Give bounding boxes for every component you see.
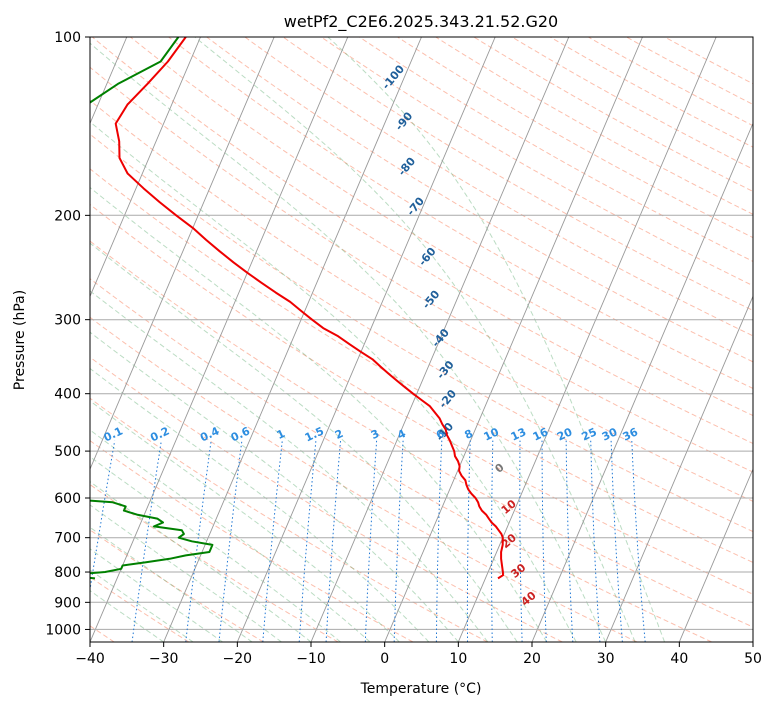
mixing-ratio-line [218, 440, 243, 642]
isotherm-line [678, 467, 753, 642]
plot-frame [89, 36, 754, 643]
mixing-ratio-line [90, 440, 116, 593]
moist-adiabat-line [90, 186, 548, 642]
isotherm-line [90, 37, 201, 298]
y-tick-label: 600 [54, 491, 81, 507]
moist-adiabat-line [90, 429, 371, 642]
y-tick-label: 900 [54, 595, 81, 611]
mixing-ratio-line [519, 440, 523, 642]
moist-adiabat-line [194, 37, 636, 642]
x-tick-label: −40 [75, 651, 105, 667]
dry-adiabat-line [206, 37, 753, 363]
x-tick-label: 0 [380, 651, 389, 667]
mixing-ratio-line [631, 440, 646, 642]
mixing-ratio-label: 16 [531, 425, 551, 443]
mixing-ratio-label: 30 [600, 425, 620, 443]
mixing-ratio-label: 13 [509, 425, 528, 443]
mixing-ratio-label: 10 [482, 425, 502, 443]
temperature-profile-line [114, 37, 504, 580]
isotherm-line [605, 295, 753, 642]
x-tick-label: −20 [223, 651, 253, 667]
isotherm-line [531, 122, 753, 642]
y-tick-label: 500 [54, 444, 81, 460]
mixing-ratio-label: 20 [555, 425, 575, 443]
mixing-ratio-line [590, 440, 601, 642]
isotherm-line [90, 37, 349, 642]
isotherm-line [457, 37, 717, 642]
moist-adiabat-line [90, 456, 341, 642]
mixing-ratio-line [491, 440, 494, 642]
dry-adiabat-line [511, 37, 753, 170]
x-tick-label: −30 [149, 651, 179, 667]
y-tick-label: 300 [54, 313, 81, 329]
y-tick-label: 100 [54, 30, 81, 46]
moist-adiabat-line [90, 121, 577, 642]
dry-adiabat-line [90, 240, 753, 628]
mixing-ratio-line [393, 440, 404, 642]
dry-adiabat-line [244, 37, 753, 337]
dewpoint-profile-line [90, 37, 214, 580]
moist-adiabat-line [327, 37, 666, 642]
mixing-ratio-line [325, 440, 342, 642]
dry-adiabat-line [90, 440, 414, 642]
isotherm-line [310, 37, 570, 642]
moist-adiabat-line [90, 548, 223, 642]
dry-adiabat-line [90, 483, 339, 642]
x-tick-label: 20 [523, 651, 541, 667]
y-tick-label: 700 [54, 531, 81, 547]
y-axis-label: Pressure (hPa) [12, 290, 28, 390]
y-tick-label: 200 [54, 208, 81, 224]
dry-adiabat-line [90, 133, 753, 533]
mixing-ratio-line [298, 440, 317, 642]
chart-title: wetPf2_C2E6.2025.343.21.52.G20 [284, 12, 558, 32]
x-tick-label: −10 [296, 651, 326, 667]
isotherm-line [236, 37, 496, 642]
y-tick-label: 400 [54, 387, 81, 403]
mixing-ratio-line [466, 440, 471, 642]
moist-adiabat-line [90, 242, 518, 642]
x-axis-label: Temperature (°C) [360, 681, 482, 697]
dry-adiabat-line [130, 37, 753, 417]
mixing-ratio-line [610, 440, 623, 642]
dry-adiabat-line [90, 203, 753, 595]
mixing-ratio-line [565, 440, 574, 642]
dry-adiabat-line [359, 37, 753, 262]
x-tick-label: 30 [597, 651, 615, 667]
y-tick-label: 1000 [45, 622, 81, 638]
mixing-ratio-label: 25 [580, 425, 599, 443]
mixing-ratio-line [435, 440, 443, 642]
isotherm-line [163, 37, 422, 642]
moist-adiabat-line [90, 481, 312, 642]
isotherm-line [384, 37, 643, 642]
mixing-ratio-line [185, 440, 212, 642]
moist-adiabat-line [90, 504, 282, 642]
x-tick-label: 40 [670, 651, 688, 667]
x-tick-label: 50 [744, 651, 762, 667]
dry-adiabat-line [320, 37, 753, 287]
moist-adiabat-line [90, 400, 400, 642]
moist-adiabat-line [90, 367, 430, 642]
isotherm-line [90, 37, 275, 471]
dry-adiabat-line [473, 37, 753, 193]
dry-adiabat-line [90, 66, 753, 473]
mixing-ratio-label: 36 [621, 425, 641, 443]
y-tick-label: 800 [54, 565, 81, 581]
x-tick-label: 10 [449, 651, 467, 667]
mixing-ratio-line [262, 440, 283, 642]
dry-adiabat-line [90, 168, 753, 563]
dry-adiabat-line [90, 529, 264, 642]
mixing-ratio-line [131, 440, 162, 642]
mixing-ratio-line [541, 440, 547, 642]
dry-adiabat-line [90, 278, 712, 642]
moist-adiabat-line [90, 526, 253, 642]
mixing-ratio-line [364, 440, 378, 642]
